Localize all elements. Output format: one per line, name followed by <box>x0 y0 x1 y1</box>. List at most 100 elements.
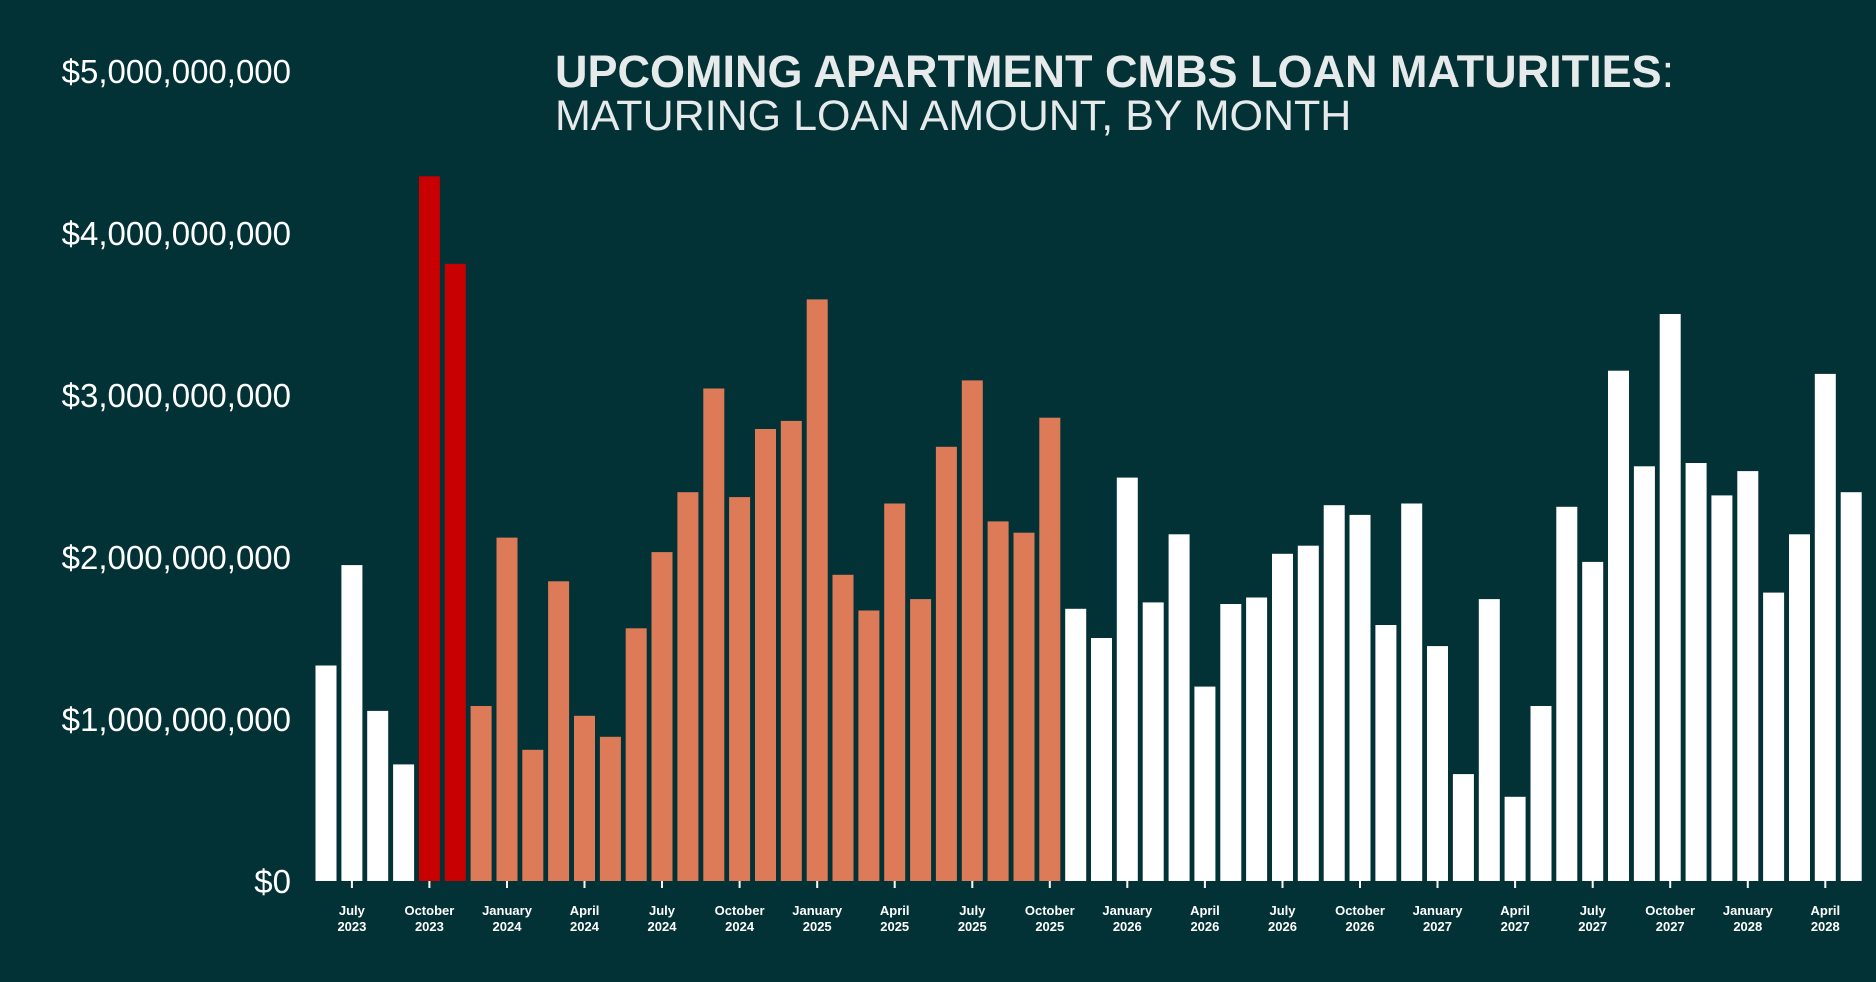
x-tick-month: January <box>482 903 533 918</box>
x-tick-label: October 2027 <box>1645 903 1695 934</box>
bar <box>832 574 854 881</box>
x-tick-month: April <box>1500 903 1530 918</box>
bar <box>1556 506 1578 881</box>
bar <box>418 176 440 882</box>
bar <box>1685 463 1707 881</box>
x-tick-label: October 2023 <box>404 903 454 934</box>
bar <box>1633 466 1655 881</box>
x-tick-year: 2026 <box>1346 919 1375 934</box>
bars <box>315 176 1862 882</box>
y-tick-label: $3,000,000,000 <box>62 377 291 414</box>
bar <box>1349 514 1371 881</box>
bar <box>1039 417 1061 881</box>
x-tick-year: 2028 <box>1811 919 1840 934</box>
x-tick-month: October <box>1645 903 1695 918</box>
bar <box>858 610 880 881</box>
x-tick-month: April <box>1810 903 1840 918</box>
bar <box>677 492 699 881</box>
x-tick-year: 2025 <box>803 919 832 934</box>
bar <box>987 521 1009 881</box>
bar <box>1763 592 1785 881</box>
chart-title-text: UPCOMING APARTMENT CMBS LOAN MATURITIES <box>555 46 1662 97</box>
x-tick-label: July 2026 <box>1268 903 1297 934</box>
bar <box>1272 553 1293 881</box>
x-tick-month: October <box>404 903 454 918</box>
x-tick-month: July <box>959 903 986 918</box>
x-tick-month: July <box>1269 903 1296 918</box>
x-tick-year: 2027 <box>1501 919 1530 934</box>
bar <box>703 388 725 881</box>
bar <box>1297 545 1319 881</box>
bar <box>470 706 492 881</box>
bar <box>1168 534 1190 881</box>
x-tick-year: 2026 <box>1268 919 1297 934</box>
bar <box>393 764 415 881</box>
bar <box>884 503 906 881</box>
bar <box>1401 503 1423 881</box>
bar <box>910 599 932 881</box>
bar <box>1840 492 1862 881</box>
x-tick-month: July <box>339 903 366 918</box>
x-tick-year: 2024 <box>493 919 523 934</box>
bar <box>1246 597 1268 881</box>
x-tick-month: April <box>570 903 600 918</box>
x-tick-month: October <box>1025 903 1075 918</box>
x-tick-year: 2023 <box>337 919 366 934</box>
bar <box>1737 471 1759 881</box>
x-tick-month: January <box>1102 903 1153 918</box>
x-tick-year: 2025 <box>1035 919 1064 934</box>
x-tick-month: July <box>649 903 676 918</box>
bar <box>1142 602 1164 881</box>
bar <box>1814 373 1836 881</box>
bar <box>1504 796 1526 881</box>
y-tick-label: $1,000,000,000 <box>62 701 291 738</box>
y-tick-label: $4,000,000,000 <box>62 215 291 252</box>
bar <box>548 581 570 881</box>
bar <box>961 380 983 881</box>
x-tick-year: 2027 <box>1656 919 1685 934</box>
y-tick-label: $5,000,000,000 <box>62 53 291 90</box>
x-tick-year: 2024 <box>648 919 678 934</box>
x-tick-year: 2023 <box>415 919 444 934</box>
x-tick-label: January 2027 <box>1413 903 1464 934</box>
bar <box>1065 608 1087 881</box>
x-tick-label: January 2026 <box>1102 903 1153 934</box>
x-tick-year: 2024 <box>725 919 755 934</box>
y-tick-label: $0 <box>254 863 291 900</box>
bar <box>367 710 389 881</box>
x-tick-label: July 2027 <box>1578 903 1607 934</box>
bar <box>1711 495 1733 881</box>
x-tick-label: April 2028 <box>1810 903 1840 934</box>
bar <box>1323 505 1345 881</box>
bar <box>625 628 647 881</box>
bar <box>315 665 337 881</box>
bar <box>341 565 363 881</box>
x-tick-month: January <box>792 903 843 918</box>
x-tick-label: January 2024 <box>482 903 533 934</box>
x-tick-label: October 2024 <box>715 903 765 934</box>
x-tick-label: October 2025 <box>1025 903 1075 934</box>
bar <box>1220 604 1242 881</box>
bar <box>522 749 544 881</box>
bar <box>599 736 621 881</box>
x-tick-month: October <box>1335 903 1385 918</box>
bar <box>755 429 776 881</box>
bar <box>1013 532 1035 881</box>
x-tick-label: January 2028 <box>1723 903 1774 934</box>
x-tick-year: 2025 <box>880 919 909 934</box>
x-tick-month: October <box>715 903 765 918</box>
bar <box>1659 314 1681 881</box>
bar <box>1091 638 1112 881</box>
x-tick-month: April <box>1190 903 1220 918</box>
x-tick-label: January 2025 <box>792 903 843 934</box>
x-tick-year: 2027 <box>1423 919 1452 934</box>
x-tick-month: July <box>1580 903 1607 918</box>
x-tick-year: 2026 <box>1190 919 1219 934</box>
bar <box>806 299 828 881</box>
x-tick-label: April 2026 <box>1190 903 1220 934</box>
x-tick-month: January <box>1413 903 1464 918</box>
y-axis: $0 $1,000,000,000 $2,000,000,000 $3,000,000… <box>62 53 291 900</box>
x-tick-year: 2026 <box>1113 919 1142 934</box>
x-tick-label: July 2025 <box>958 903 987 934</box>
